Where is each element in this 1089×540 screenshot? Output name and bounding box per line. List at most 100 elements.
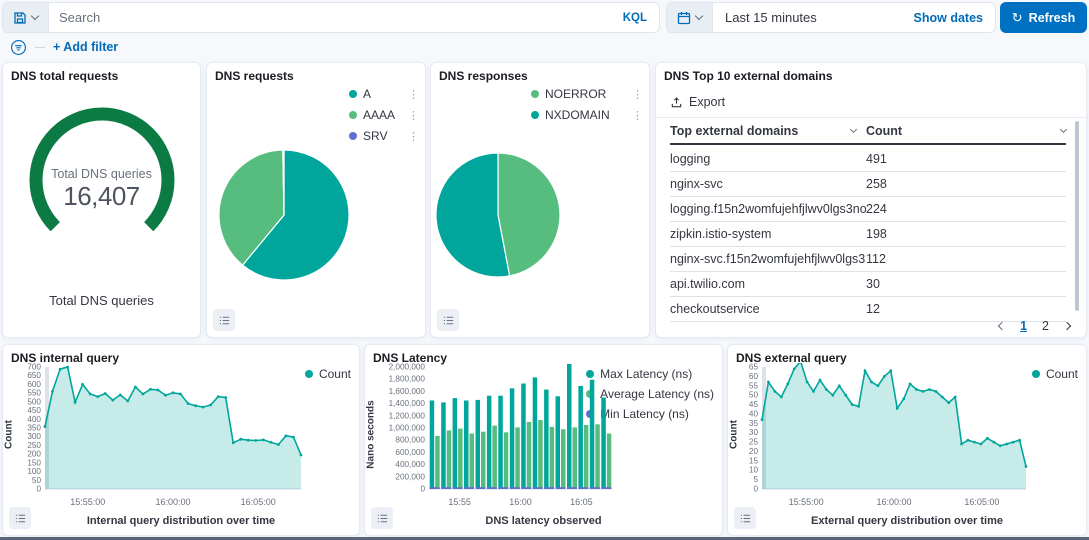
svg-text:700: 700 bbox=[27, 363, 41, 372]
panel-title[interactable]: DNS requests bbox=[215, 69, 294, 83]
search-input[interactable] bbox=[49, 10, 611, 25]
svg-text:800,000: 800,000 bbox=[395, 436, 425, 445]
gauge-bottom-label: Total DNS queries bbox=[49, 293, 154, 308]
legend-label: SRV bbox=[363, 129, 388, 143]
panel-title[interactable]: DNS Top 10 external domains bbox=[664, 69, 833, 83]
kql-button[interactable]: KQL bbox=[622, 11, 647, 24]
pagination-next-icon[interactable] bbox=[1062, 321, 1072, 331]
svg-text:1,800,000: 1,800,000 bbox=[389, 375, 426, 384]
table-row[interactable]: api.twilio.com 30 bbox=[670, 272, 1066, 297]
legend-item[interactable]: NXDOMAIN ⋮ bbox=[531, 108, 643, 122]
pagination-page-2[interactable]: 2 bbox=[1042, 319, 1049, 333]
legend-item[interactable]: SRV ⋮ bbox=[349, 129, 419, 143]
legend-toggle-button[interactable] bbox=[9, 507, 31, 529]
refresh-button[interactable]: ↻ Refresh bbox=[1000, 2, 1087, 33]
x-axis-title: Internal query distribution over time bbox=[86, 515, 276, 527]
gauge-arc bbox=[29, 107, 175, 232]
panel-title[interactable]: DNS Latency bbox=[373, 351, 448, 365]
legend-label: AAAA bbox=[363, 108, 396, 122]
time-range-value[interactable]: Last 15 minutes bbox=[725, 10, 817, 25]
table-header: Top external domains Count bbox=[670, 119, 1068, 145]
svg-text:500: 500 bbox=[27, 397, 41, 406]
scrollbar[interactable] bbox=[1075, 121, 1079, 311]
legend-menu-icon[interactable]: ⋮ bbox=[632, 88, 643, 101]
divider bbox=[656, 117, 1086, 118]
legend-dot bbox=[349, 111, 357, 119]
chart-legend: Count bbox=[1031, 367, 1078, 381]
legend-label: Max Latency (ns) bbox=[600, 367, 693, 381]
bar-chart[interactable]: 0 200,000 400,000 600,000 800,000 1,000,000 1,… bbox=[371, 363, 616, 513]
legend-dot bbox=[349, 90, 357, 98]
legend-toggle-button[interactable] bbox=[734, 507, 756, 529]
pagination-prev-icon[interactable] bbox=[997, 321, 1007, 331]
table-row[interactable]: logging.f15n2womfujehfjlwv0lgs3nog.... 22… bbox=[670, 197, 1066, 222]
filter-icon[interactable] bbox=[10, 39, 27, 56]
svg-text:16:05: 16:05 bbox=[570, 497, 593, 507]
legend-toggle-button[interactable] bbox=[437, 309, 459, 331]
legend-item[interactable]: Max Latency (ns) bbox=[586, 367, 714, 381]
legend-label: Count bbox=[318, 367, 351, 381]
export-label: Export bbox=[689, 95, 726, 109]
area-chart[interactable]: 0501001502002503003504004505005506006507… bbox=[9, 363, 309, 513]
svg-text:10: 10 bbox=[749, 466, 759, 475]
divider bbox=[35, 46, 45, 48]
chevron-down-icon bbox=[849, 125, 858, 134]
saved-query-menu[interactable] bbox=[3, 3, 49, 32]
pie-chart[interactable] bbox=[435, 152, 561, 278]
svg-text:1,000,000: 1,000,000 bbox=[389, 424, 426, 433]
legend-item[interactable]: AAAA ⋮ bbox=[349, 108, 419, 122]
svg-text:15: 15 bbox=[749, 456, 759, 465]
column-header-domains[interactable]: Top external domains bbox=[670, 124, 866, 138]
chart-legend: Max Latency (ns) Average Latency (ns) Mi… bbox=[586, 367, 714, 421]
legend-menu-icon[interactable]: ⋮ bbox=[408, 130, 419, 143]
panel-title[interactable]: DNS internal query bbox=[11, 351, 120, 365]
calendar-menu[interactable] bbox=[667, 3, 713, 32]
pie-chart[interactable] bbox=[218, 149, 350, 281]
column-header-count[interactable]: Count bbox=[866, 124, 1068, 138]
panel-dns-total-requests: DNS total requests Total DNS queries 16,… bbox=[2, 62, 201, 338]
panel-title[interactable]: DNS external query bbox=[736, 351, 847, 365]
legend-menu-icon[interactable]: ⋮ bbox=[408, 88, 419, 101]
table-row[interactable]: nginx-svc 258 bbox=[670, 172, 1066, 197]
table-row[interactable]: logging 491 bbox=[670, 147, 1066, 172]
svg-text:16:05:00: 16:05:00 bbox=[241, 497, 276, 507]
svg-text:15:55:00: 15:55:00 bbox=[70, 497, 105, 507]
show-dates-link[interactable]: Show dates bbox=[913, 10, 983, 25]
svg-text:15:55: 15:55 bbox=[448, 497, 471, 507]
list-icon bbox=[377, 514, 387, 522]
svg-text:550: 550 bbox=[27, 389, 41, 398]
svg-text:450: 450 bbox=[27, 406, 41, 415]
panel-title[interactable]: DNS total requests bbox=[11, 69, 119, 83]
export-icon bbox=[671, 96, 682, 107]
chevron-down-icon bbox=[694, 11, 704, 21]
x-axis-title: External query distribution over time bbox=[811, 515, 1003, 527]
panel-title[interactable]: DNS responses bbox=[439, 69, 528, 83]
table-row[interactable]: nginx-svc.f15n2womfujehfjlwv0lgs3no...11… bbox=[670, 247, 1066, 272]
pagination-page-1[interactable]: 1 bbox=[1020, 319, 1028, 333]
legend-item[interactable]: Count bbox=[304, 367, 351, 381]
legend-item[interactable]: A ⋮ bbox=[349, 87, 419, 101]
legend-toggle-button[interactable] bbox=[213, 309, 235, 331]
table-row[interactable]: checkoutservice 12 bbox=[670, 297, 1066, 322]
legend-label: Min Latency (ns) bbox=[600, 407, 689, 421]
svg-text:50: 50 bbox=[32, 476, 42, 485]
panel-dns-external-query: DNS external query Count Count 0 5 10 15 20 2… bbox=[727, 344, 1087, 536]
add-filter-link[interactable]: + Add filter bbox=[53, 40, 119, 54]
svg-text:15:55:00: 15:55:00 bbox=[789, 497, 824, 507]
legend-label: NOERROR bbox=[545, 87, 607, 101]
export-button[interactable]: Export bbox=[670, 95, 725, 109]
svg-text:350: 350 bbox=[27, 424, 41, 433]
svg-text:40: 40 bbox=[749, 409, 759, 418]
legend-item[interactable]: NOERROR ⋮ bbox=[531, 87, 643, 101]
legend-menu-icon[interactable]: ⋮ bbox=[632, 109, 643, 122]
legend-item[interactable]: Count bbox=[1031, 367, 1078, 381]
svg-text:2,000,000: 2,000,000 bbox=[389, 363, 426, 372]
filter-bar: + Add filter bbox=[10, 38, 118, 56]
refresh-icon: ↻ bbox=[1011, 9, 1023, 25]
legend-menu-icon[interactable]: ⋮ bbox=[408, 109, 419, 122]
legend-dot bbox=[1031, 370, 1040, 378]
table-row[interactable]: zipkin.istio-system 198 bbox=[670, 222, 1066, 247]
legend-toggle-button[interactable] bbox=[371, 507, 393, 529]
